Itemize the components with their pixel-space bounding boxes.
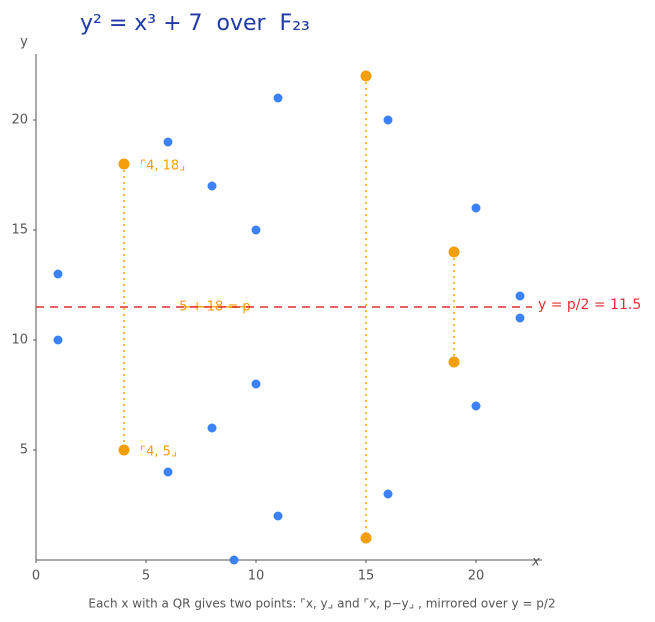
x-tick-label: 20 xyxy=(468,569,485,584)
point xyxy=(515,291,525,301)
mirror-line-label: y = p/2 = 11.5 xyxy=(538,297,641,313)
x-tick-label: 10 xyxy=(248,569,265,584)
point xyxy=(448,356,460,368)
point xyxy=(383,489,393,499)
point xyxy=(360,70,372,82)
point xyxy=(163,467,173,477)
y-tick-label: 10 xyxy=(11,333,28,348)
point xyxy=(251,225,261,235)
point xyxy=(118,444,130,456)
point-label: ⌜4, 5⌟ xyxy=(140,445,177,460)
point xyxy=(207,423,217,433)
point-label: ⌜4, 18⌟ xyxy=(140,159,185,174)
point xyxy=(207,181,217,191)
x-axis-label: x xyxy=(531,555,540,570)
point xyxy=(118,158,130,170)
point xyxy=(471,401,481,411)
point xyxy=(515,313,525,323)
point xyxy=(273,93,283,103)
y-axis-label: y xyxy=(20,35,28,50)
x-tick-label: 5 xyxy=(142,569,150,584)
chart-title: y² = x³ + 7 over F₂₃ xyxy=(80,11,310,36)
point xyxy=(360,532,372,544)
point xyxy=(383,115,393,125)
x-tick-label: 15 xyxy=(358,569,375,584)
point xyxy=(53,269,63,279)
point xyxy=(163,137,173,147)
x-tick-label: 0 xyxy=(32,569,40,584)
annotation: 5 + 18 = p xyxy=(179,300,250,315)
caption: Each x with a QR gives two points: ⌜x, y… xyxy=(88,597,555,611)
point xyxy=(251,379,261,389)
point xyxy=(273,511,283,521)
point xyxy=(53,335,63,345)
point xyxy=(448,246,460,258)
y-tick-label: 15 xyxy=(11,223,28,238)
y-tick-label: 5 xyxy=(20,443,28,458)
y-tick-label: 20 xyxy=(11,113,28,128)
point xyxy=(471,203,481,213)
point xyxy=(229,555,239,565)
